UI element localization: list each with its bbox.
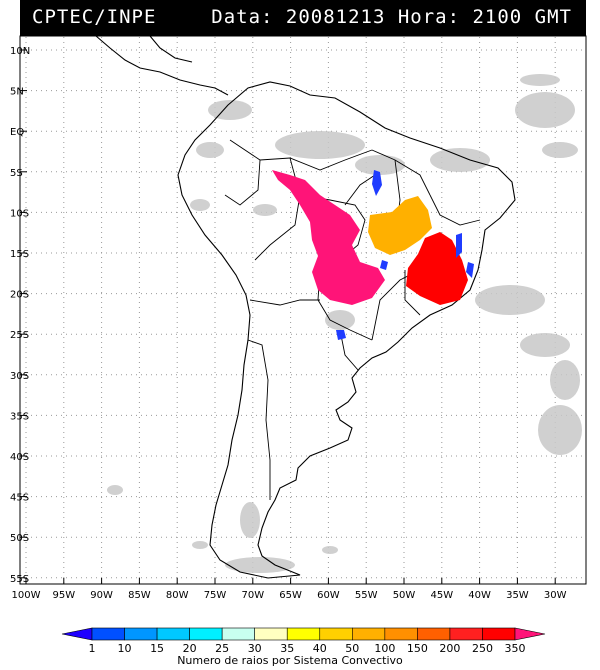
legend-swatch	[482, 627, 516, 641]
legend-value: 25	[215, 642, 229, 655]
legend-value: 15	[150, 642, 164, 655]
lon-label: 70W	[241, 590, 264, 601]
lon-label: 35W	[506, 590, 529, 601]
graticule	[20, 37, 585, 584]
system-1-a	[372, 170, 382, 196]
legend-value: 200	[439, 642, 460, 655]
south-america-coastline	[177, 81, 516, 579]
lon-label: 80W	[166, 590, 189, 601]
lat-label: 55S	[10, 574, 29, 585]
lon-label: 85W	[128, 590, 151, 601]
system-1-c	[466, 262, 474, 278]
central-america-coastline	[95, 35, 229, 96]
color-legend	[61, 627, 546, 641]
latitude-labels: 10N 5N EQ 5S 10S 15S 20S 25S 30S 35S 40S 45S 50S 55S	[10, 46, 30, 585]
legend-value: 150	[407, 642, 428, 655]
legend-value: 50	[345, 642, 359, 655]
system-100	[368, 196, 432, 255]
lat-label: 20S	[10, 290, 29, 301]
system-1-e	[380, 260, 388, 270]
legend-swatch	[417, 627, 451, 641]
lat-label: 5N	[10, 87, 24, 98]
legend-swatch	[319, 627, 353, 641]
lon-label: 40W	[468, 590, 491, 601]
lat-label: 10N	[10, 46, 30, 57]
legend-swatch	[254, 627, 288, 641]
legend-value: 100	[374, 642, 395, 655]
legend-swatch	[124, 627, 158, 641]
legend-swatch	[61, 627, 93, 641]
source-label: CPTEC/INPE	[32, 6, 157, 28]
system-300	[406, 232, 468, 305]
system-1-b	[456, 233, 462, 258]
title-bar: CPTEC/INPE Data: 20081213 Hora: 2100 GMT	[20, 0, 586, 36]
legend-value: 40	[313, 642, 327, 655]
lat-label: 40S	[10, 452, 29, 463]
cloud-cover	[107, 74, 582, 573]
legend-swatch	[286, 627, 321, 641]
lon-label: 90W	[90, 590, 113, 601]
legend-value: 250	[472, 642, 493, 655]
legend-swatch	[449, 627, 483, 641]
lat-label: 45S	[10, 493, 29, 504]
legend-values: 1 10 15 20 25 30 35 40 50 100 150 200 250 350	[89, 642, 526, 655]
legend-swatch	[384, 627, 418, 641]
legend-value: 35	[280, 642, 294, 655]
legend-swatch	[514, 627, 546, 641]
legend-swatch	[352, 627, 386, 641]
legend-title: Numero de raios por Sistema Convectivo	[177, 654, 403, 667]
lon-label: 60W	[317, 590, 340, 601]
legend-swatch	[156, 627, 190, 641]
legend-swatch	[189, 627, 223, 641]
convective-systems	[272, 170, 474, 340]
system-1-d	[336, 330, 346, 340]
legend-value: 350	[505, 642, 526, 655]
lat-label: EQ	[10, 127, 24, 138]
lon-label: 30W	[544, 590, 567, 601]
lon-label: 45W	[430, 590, 453, 601]
legend-swatch	[221, 627, 255, 641]
longitude-labels: 100W 95W 90W 85W 80W 75W 70W 65W 60W 55W 50W 45W 40W…	[12, 590, 567, 601]
lat-label: 15S	[10, 249, 29, 260]
lat-label: 25S	[10, 330, 29, 341]
legend-value: 10	[118, 642, 132, 655]
lon-label: 95W	[52, 590, 75, 601]
legend-value: 1	[89, 642, 96, 655]
lat-label: 35S	[10, 411, 29, 422]
legend-value: 30	[248, 642, 262, 655]
lat-label: 30S	[10, 371, 29, 382]
lat-label: 10S	[10, 208, 29, 219]
lon-label: 75W	[204, 590, 227, 601]
lon-label: 55W	[355, 590, 378, 601]
lat-label: 5S	[10, 168, 23, 179]
lon-label: 100W	[12, 590, 41, 601]
system-350	[272, 170, 385, 305]
datetime-label: Data: 20081213 Hora: 2100 GMT	[211, 6, 572, 28]
legend-value: 20	[183, 642, 197, 655]
legend-swatch	[91, 627, 125, 641]
lon-label: 50W	[393, 590, 416, 601]
lat-label: 50S	[10, 533, 29, 544]
lon-label: 65W	[279, 590, 302, 601]
